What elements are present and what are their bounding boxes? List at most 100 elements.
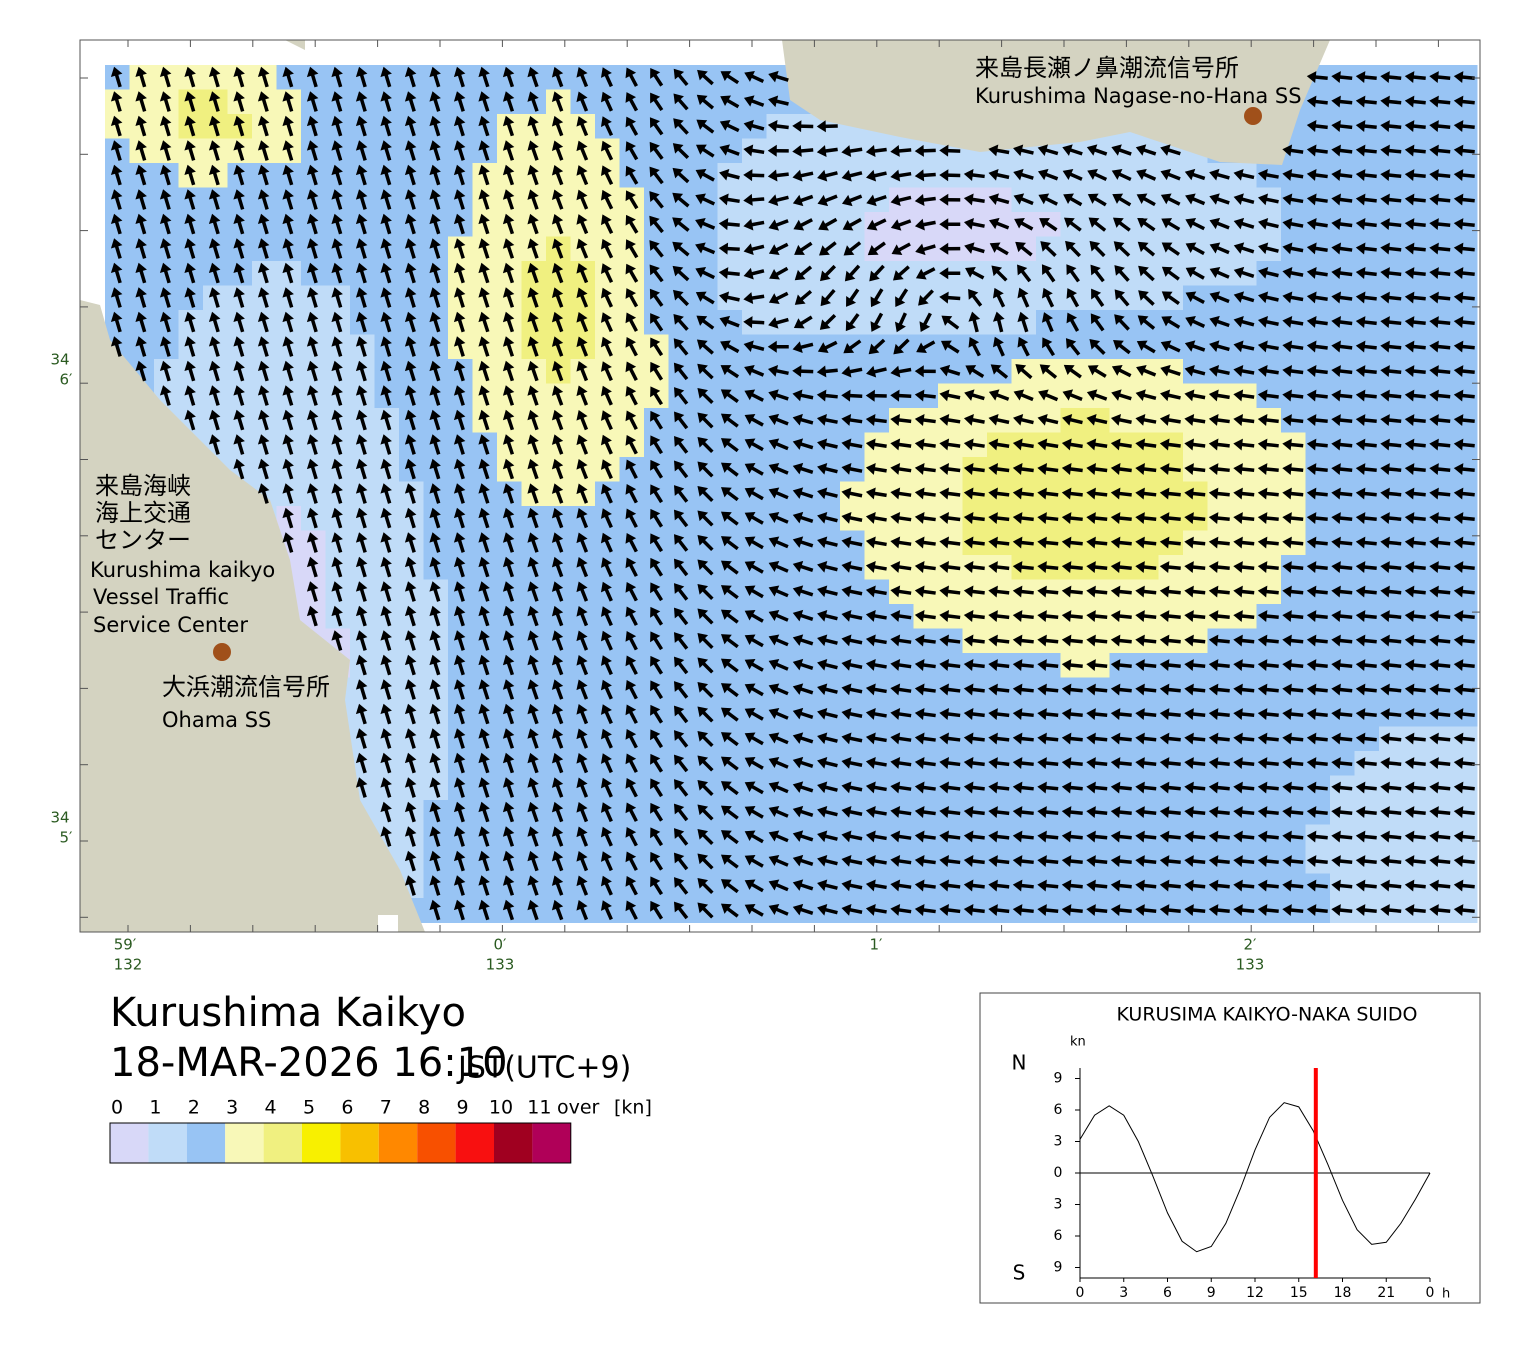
arrow-shaft xyxy=(873,493,887,495)
arrow-shaft xyxy=(1265,346,1279,348)
arrow-shaft xyxy=(1020,444,1034,446)
arrow-shaft xyxy=(1338,371,1352,373)
arrow-shaft xyxy=(1314,493,1328,494)
arrow-shaft xyxy=(1338,518,1352,519)
arrow-shaft xyxy=(1412,297,1426,298)
arrow-shaft xyxy=(1338,150,1352,152)
arrow-shaft xyxy=(1265,444,1279,445)
arrow-shaft xyxy=(1289,493,1303,494)
arrow-shaft xyxy=(1216,395,1230,397)
arrow-shaft xyxy=(1412,101,1426,102)
arrow-shaft xyxy=(1387,322,1401,323)
arrow-shaft xyxy=(1314,248,1328,250)
arrow-shaft xyxy=(1289,444,1303,445)
arrow-shaft xyxy=(1387,150,1401,151)
arrow-shaft xyxy=(1461,224,1475,225)
arrow-shaft xyxy=(848,149,862,151)
arrow-shaft xyxy=(1289,420,1303,422)
arrow-shaft xyxy=(897,518,911,520)
arrow-shaft xyxy=(1142,493,1156,494)
arrow-shaft xyxy=(1338,444,1352,445)
arrow-shaft xyxy=(897,396,911,397)
arrow-shaft xyxy=(1387,273,1401,275)
arrow-shaft xyxy=(1216,493,1230,494)
arrow-shaft xyxy=(1167,444,1181,446)
arrow-shaft xyxy=(824,395,838,396)
arrow-shaft xyxy=(1387,248,1401,250)
arrow-shaft xyxy=(1289,518,1303,519)
arrow-shaft xyxy=(1387,101,1401,102)
arrow-shaft xyxy=(1412,322,1426,323)
arrow-shaft xyxy=(1387,199,1401,200)
arrow-shaft xyxy=(873,469,887,471)
arrow-shaft xyxy=(1314,126,1328,128)
arrow-shaft xyxy=(1387,469,1401,470)
arrow-shaft xyxy=(1069,444,1083,446)
arrow-shaft xyxy=(1461,297,1475,298)
arrow-shaft xyxy=(1265,493,1279,494)
arrow-shaft xyxy=(750,150,764,152)
arrow-shaft xyxy=(1461,469,1475,470)
arrow-shaft xyxy=(1338,101,1352,102)
arrow-shaft xyxy=(971,542,985,544)
arrow-shaft xyxy=(1436,371,1450,372)
arrow-shaft xyxy=(995,444,1009,446)
arrow-shaft xyxy=(1461,322,1475,323)
arrow-shaft xyxy=(897,542,911,544)
arrow-shaft xyxy=(971,469,985,471)
arrow-shaft xyxy=(1363,469,1377,470)
arrow-shaft xyxy=(1412,395,1426,396)
arrow-shaft xyxy=(1216,542,1230,543)
arrow-shaft xyxy=(922,175,936,176)
arrow-shaft xyxy=(1240,444,1254,446)
arrow-shaft xyxy=(1436,126,1450,127)
arrow-shaft xyxy=(1118,542,1132,543)
arrow-shaft xyxy=(1387,175,1401,176)
arrow-shaft xyxy=(1387,297,1401,298)
arrow-shaft xyxy=(1167,493,1181,494)
arrow-shaft xyxy=(1265,518,1279,519)
arrow-shaft xyxy=(971,444,985,446)
arrow-shaft xyxy=(750,322,764,323)
arrow-shaft xyxy=(1240,371,1254,373)
arrow-shaft xyxy=(1338,126,1352,128)
arrow-shaft xyxy=(873,420,887,422)
arrow-shaft xyxy=(1363,346,1377,348)
arrow-shaft xyxy=(726,199,740,201)
arrow-shaft xyxy=(1314,395,1328,397)
arrow-shaft xyxy=(1265,395,1279,397)
arrow-shaft xyxy=(848,444,862,447)
arrow-shaft xyxy=(1118,518,1132,519)
arrow-shaft xyxy=(873,542,887,544)
arrow-shaft xyxy=(1412,518,1426,519)
arrow-shaft xyxy=(1142,518,1156,519)
arrow-shaft xyxy=(1461,371,1475,372)
arrow-shaft xyxy=(946,444,960,446)
arrow-shaft xyxy=(1314,101,1328,103)
arrow-shaft xyxy=(922,395,936,397)
arrow-shaft xyxy=(1387,493,1401,494)
arrow-shaft xyxy=(1020,518,1034,520)
arrow-shaft xyxy=(1461,346,1475,347)
arrow-shaft xyxy=(1118,469,1132,471)
arrow-shaft xyxy=(922,199,936,201)
arrow-shaft xyxy=(1412,224,1426,225)
arrow-shaft xyxy=(946,469,960,471)
arrow-shaft xyxy=(1142,469,1156,471)
arrow-shaft xyxy=(1167,542,1181,543)
arrow-shaft xyxy=(1412,371,1426,372)
arrow-shaft xyxy=(1338,175,1352,177)
arrow-shaft xyxy=(1338,346,1352,348)
arrow-shaft xyxy=(971,199,985,201)
arrow-shaft xyxy=(1338,273,1352,275)
pier xyxy=(378,915,398,932)
arrow-shaft xyxy=(1461,273,1475,274)
arrow-shaft xyxy=(946,542,960,544)
arrow-shaft xyxy=(1142,444,1156,446)
arrow-shaft xyxy=(995,518,1009,520)
arrow-shaft xyxy=(1338,297,1352,299)
arrow-shaft xyxy=(1044,469,1058,471)
arrow-shaft xyxy=(1363,224,1377,226)
arrow-shaft xyxy=(1338,469,1352,470)
